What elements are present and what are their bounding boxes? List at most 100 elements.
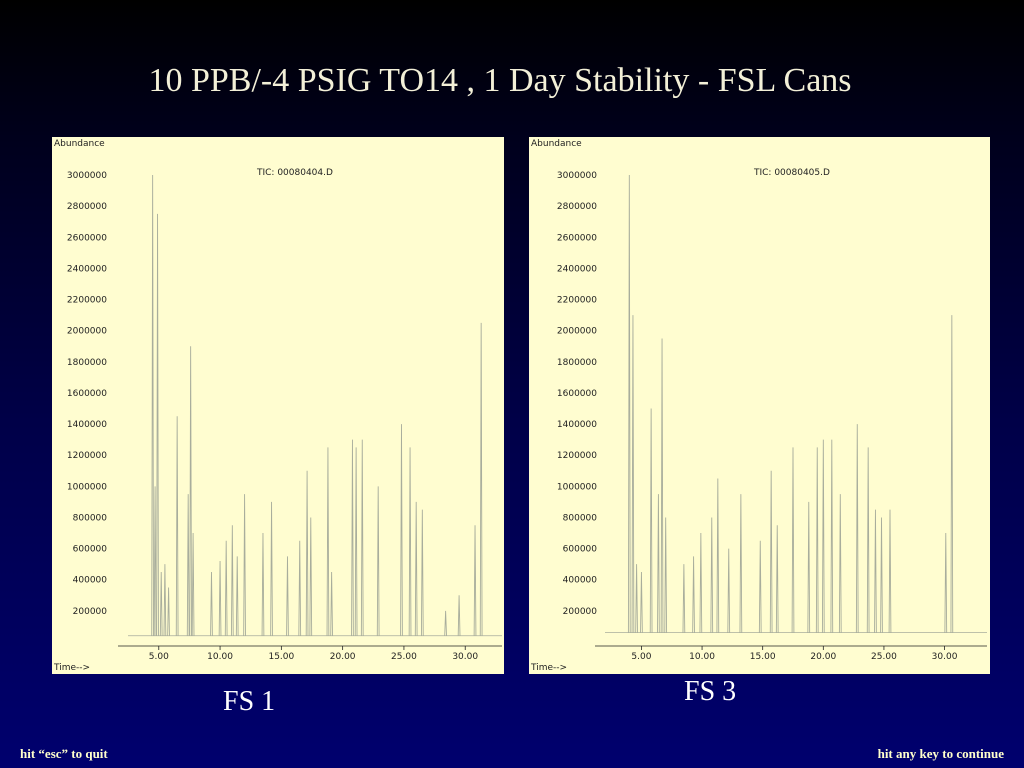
quit-hint[interactable]: hit “esc” to quit: [20, 746, 108, 761]
y-tick-label: 2600000: [67, 233, 107, 243]
y-tick-label: 400000: [563, 576, 598, 586]
peak-24: [838, 494, 842, 633]
y-tick-label: 400000: [73, 576, 108, 586]
peak-9: [189, 346, 192, 636]
y-tick-label: 2800000: [557, 202, 597, 212]
peak-21: [305, 470, 309, 636]
peak-35: [473, 525, 477, 636]
peak-2: [631, 315, 635, 633]
peak-8: [664, 517, 668, 633]
y-tick-label: 1200000: [67, 451, 107, 461]
peak-31: [414, 501, 418, 636]
peak-4: [640, 571, 643, 633]
peak-33: [444, 610, 447, 636]
peak-3: [635, 564, 638, 633]
peak-16: [243, 494, 246, 636]
peak-2: [153, 486, 157, 636]
y-tick-label: 1600000: [557, 389, 597, 399]
peak-22: [821, 439, 825, 633]
chromatogram-fs3: Abundance TIC: 00080405.D 200000 400000 6000…: [529, 137, 990, 674]
peak-13: [716, 478, 720, 633]
peak-27: [360, 439, 364, 636]
y-tick-label: 2600000: [557, 233, 597, 243]
peak-28: [376, 486, 380, 636]
y-axis-label: Abundance: [54, 139, 105, 149]
peak-5: [649, 408, 653, 633]
y-tick-label: 200000: [73, 607, 108, 617]
peak-26: [866, 447, 870, 633]
peak-16: [758, 540, 762, 633]
peak-12: [218, 561, 222, 636]
x-tick-label: 20.00: [330, 652, 356, 662]
y-tick-label: 1000000: [67, 482, 107, 492]
peak-6: [167, 587, 170, 636]
peak-17: [261, 533, 265, 636]
peak-6: [657, 494, 660, 633]
x-tick-label: 25.00: [871, 652, 897, 662]
peak-5: [163, 564, 167, 636]
peak-10: [191, 533, 195, 636]
file-label: TIC: 00080404.D: [256, 168, 333, 178]
peak-3: [156, 213, 159, 636]
peak-18: [270, 501, 273, 636]
y-tick-label: 2200000: [557, 296, 597, 306]
peak-30: [944, 533, 948, 633]
y-tick-label: 1400000: [67, 420, 107, 430]
x-tick-label: 10.00: [207, 652, 233, 662]
y-tick-label: 2200000: [67, 296, 107, 306]
y-tick-label: 600000: [73, 545, 108, 555]
peak-34: [457, 595, 461, 636]
x-tick-label: 5.00: [631, 652, 651, 662]
peak-32: [420, 509, 424, 636]
y-tick-label: 3000000: [67, 171, 107, 181]
y-tick-label: 800000: [73, 513, 108, 523]
peak-28: [880, 517, 883, 633]
y-tick-label: 2400000: [557, 264, 597, 274]
y-tick-label: 2000000: [557, 327, 597, 337]
peak-19: [791, 447, 795, 633]
peak-19: [286, 556, 289, 636]
peak-11: [699, 533, 703, 633]
x-tick-label: 5.00: [149, 652, 169, 662]
peak-25: [351, 439, 354, 636]
y-tick-label: 1400000: [557, 420, 597, 430]
continue-hint[interactable]: hit any key to continue: [877, 746, 1004, 761]
peak-20: [298, 540, 302, 636]
x-axis-label: Time-->: [53, 663, 90, 673]
peak-27: [874, 509, 877, 633]
peak-23: [830, 439, 834, 633]
peak-1: [151, 174, 154, 636]
x-tick-label: 10.00: [689, 652, 715, 662]
peak-18: [775, 525, 779, 633]
peak-9: [682, 564, 686, 633]
peak-10: [692, 556, 695, 633]
y-tick-label: 600000: [563, 545, 598, 555]
peak-17: [769, 470, 773, 633]
peak-4: [159, 571, 163, 636]
peak-23: [326, 447, 330, 636]
y-axis-label: Abundance: [531, 139, 582, 149]
peak-26: [354, 447, 358, 636]
peak-31: [950, 315, 954, 633]
caption-fs1: FS 1: [223, 686, 276, 717]
x-tick-label: 15.00: [750, 652, 776, 662]
peak-25: [855, 424, 859, 633]
y-tick-label: 1800000: [67, 358, 107, 368]
chromatogram-fs3-svg: Abundance TIC: 00080405.D 200000 400000 6000…: [530, 139, 987, 673]
chromatogram-fs1-svg: Abundance TIC: 00080404.D 200000 400000 6000…: [53, 139, 502, 673]
x-tick-label: 30.00: [452, 652, 478, 662]
y-tick-label: 800000: [563, 513, 598, 523]
peak-20: [807, 501, 811, 633]
file-label: TIC: 00080405.D: [753, 168, 830, 178]
peak-8: [186, 494, 190, 636]
peak-36: [479, 322, 483, 636]
peak-11: [210, 571, 213, 636]
peak-14: [230, 525, 234, 636]
x-axis-label: Time-->: [530, 663, 567, 673]
chromatogram-fs1: Abundance TIC: 00080404.D 200000 400000 6000…: [52, 137, 504, 674]
peak-7: [175, 416, 179, 636]
y-tick-label: 2800000: [67, 202, 107, 212]
peak-12: [710, 517, 714, 633]
peak-24: [330, 571, 333, 636]
peak-1: [627, 174, 631, 633]
